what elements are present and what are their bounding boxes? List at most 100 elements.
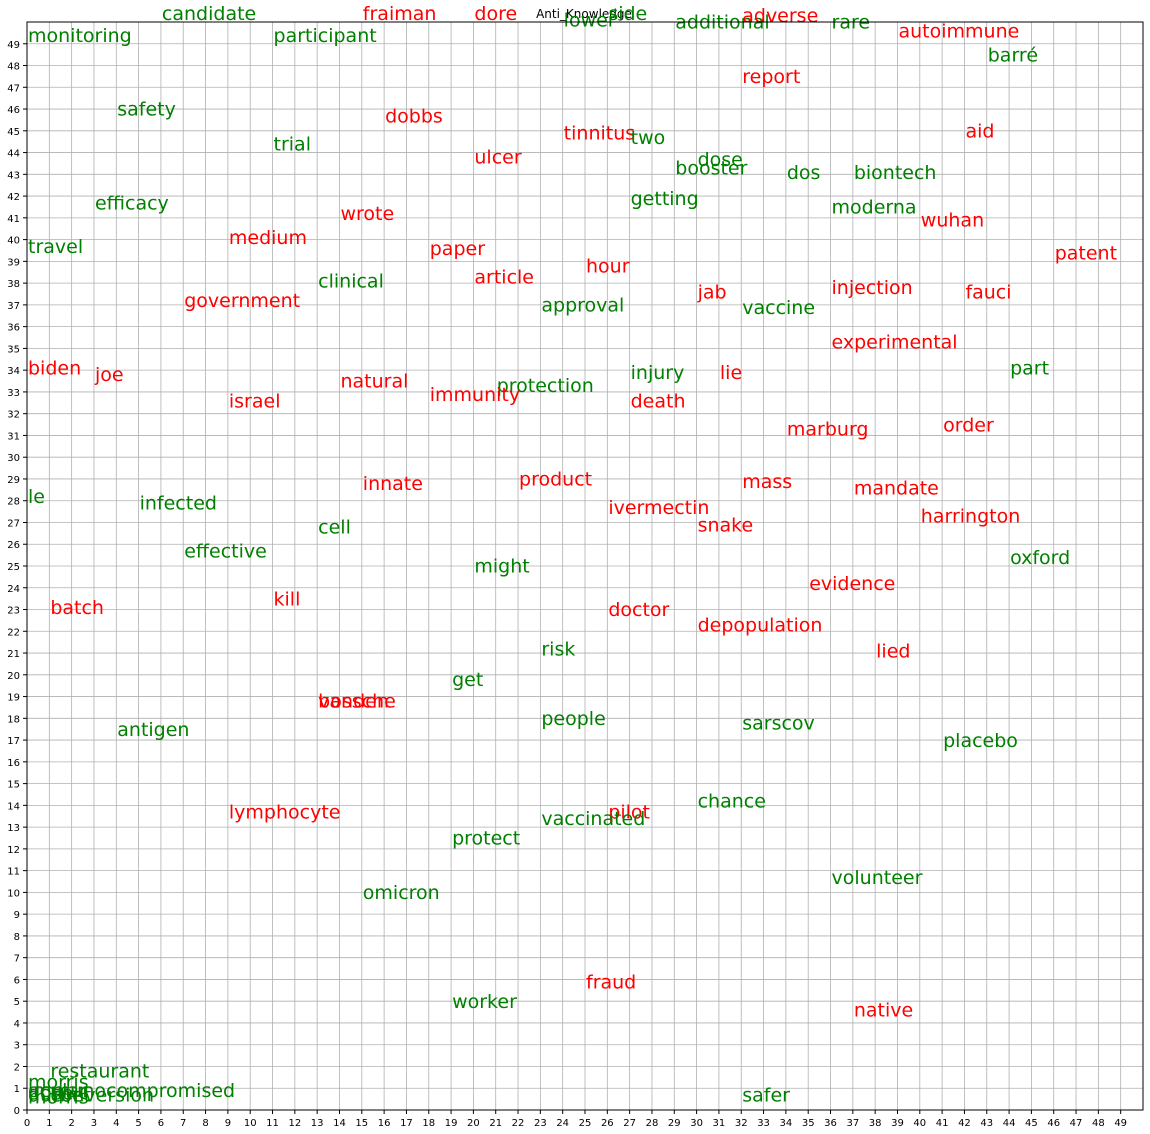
word-label: barré [988, 44, 1038, 66]
y-tick-label: 2 [14, 1062, 20, 1073]
word-label: vanden [318, 691, 389, 713]
y-tick-label: 5 [14, 997, 20, 1008]
x-tick-label: 17 [400, 1118, 413, 1129]
word-label: wrote [340, 203, 394, 225]
word-label: conversion [50, 1084, 154, 1106]
word-label: travel [28, 236, 83, 258]
word-label: adverse [742, 5, 818, 27]
x-tick-label: 6 [158, 1118, 164, 1129]
y-tick-label: 6 [14, 975, 20, 986]
y-tick-label: 11 [7, 867, 20, 878]
x-tick-label: 3 [91, 1118, 97, 1129]
y-tick-label: 41 [7, 214, 20, 225]
x-tick-label: 10 [244, 1118, 257, 1129]
x-tick-label: 22 [512, 1118, 525, 1129]
word-label: two [631, 127, 666, 149]
y-tick-label: 18 [7, 714, 20, 725]
word-label: dos [787, 162, 821, 184]
word-label: moderna [832, 197, 917, 219]
y-tick-label: 42 [7, 192, 20, 203]
word-label: protect [452, 828, 520, 850]
word-label: safety [117, 99, 176, 121]
x-tick-label: 25 [579, 1118, 592, 1129]
word-label: paper [430, 238, 485, 260]
x-tick-label: 39 [891, 1118, 904, 1129]
x-tick-label: 41 [936, 1118, 949, 1129]
x-tick-label: 34 [780, 1118, 793, 1129]
y-tick-label: 29 [7, 475, 20, 486]
word-label: clinical [318, 271, 384, 293]
x-tick-label: 30 [690, 1118, 703, 1129]
word-label: marburg [787, 419, 869, 441]
y-tick-label: 17 [7, 736, 20, 747]
y-tick-label: 35 [7, 344, 20, 355]
y-tick-label: 10 [7, 888, 20, 899]
y-tick-label: 3 [14, 1041, 20, 1052]
word-label: innate [363, 473, 423, 495]
y-tick-label: 0 [14, 1106, 20, 1117]
word-label: ocular [28, 1080, 87, 1102]
y-tick-label: 49 [7, 40, 20, 51]
word-label: fauci [965, 282, 1011, 304]
x-tick-label: 46 [1047, 1118, 1060, 1129]
word-label: people [541, 708, 605, 730]
x-tick-label: 29 [668, 1118, 681, 1129]
y-tick-label: 26 [7, 540, 20, 551]
word-label: injury [631, 362, 685, 384]
word-label: part [1010, 358, 1049, 380]
word-label: dose [28, 1082, 73, 1104]
x-tick-label: 28 [646, 1118, 659, 1129]
y-tick-label: 38 [7, 279, 20, 290]
word-label: participant [274, 25, 377, 47]
word-label: additional [675, 12, 769, 34]
word-label: fraud [586, 971, 636, 993]
y-tick-label: 4 [14, 1019, 20, 1030]
word-label: protection [497, 375, 594, 397]
word-label: immunity [430, 384, 520, 406]
y-tick-label: 19 [7, 693, 20, 704]
y-tick-label: 8 [14, 932, 20, 943]
word-label: experimental [832, 332, 958, 354]
x-tick-label: 32 [735, 1118, 748, 1129]
word-label: lied [876, 641, 910, 663]
y-tick-label: 30 [7, 453, 20, 464]
word-label: article [474, 266, 534, 288]
word-label: joe [94, 364, 124, 386]
word-label: autoimmune [898, 20, 1019, 42]
x-tick-label: 16 [378, 1118, 391, 1129]
word-label: snake [698, 514, 754, 536]
word-label: morris [28, 1087, 89, 1109]
word-label: injection [832, 277, 913, 299]
x-tick-label: 36 [824, 1118, 837, 1129]
word-label: death [631, 390, 686, 412]
word-label: lymphocyte [229, 802, 341, 824]
x-tick-label: 31 [713, 1118, 726, 1129]
x-tick-label: 11 [266, 1118, 279, 1129]
word-label: bossche [318, 691, 396, 713]
y-tick-label: 43 [7, 170, 20, 181]
word-label: batch [50, 597, 104, 619]
y-tick-label: 27 [7, 518, 20, 529]
word-label: jab [697, 282, 727, 304]
y-tick-label: 37 [7, 301, 20, 312]
x-tick-label: 13 [311, 1118, 324, 1129]
word-label: native [854, 1000, 913, 1022]
y-tick-label: 14 [7, 801, 20, 812]
word-label: harrington [921, 506, 1020, 528]
y-tick-label: 25 [7, 562, 20, 573]
plot-frame [26, 21, 1144, 1111]
word-label: trial [274, 134, 311, 156]
word-label: hour [586, 255, 630, 277]
grid-lines [26, 22, 1143, 1111]
word-label: dose [698, 149, 743, 171]
word-label: natural [340, 371, 408, 393]
word-label: vaccinated [541, 808, 645, 830]
word-label: antigen [117, 719, 189, 741]
word-label: lie [720, 362, 742, 384]
y-tick-label: 44 [7, 149, 20, 160]
word-label: omicron [363, 882, 440, 904]
word-label: oxford [1010, 547, 1070, 569]
x-tick-label: 9 [225, 1118, 231, 1129]
word-label: depopulation [698, 614, 823, 636]
word-label: getting [631, 188, 699, 210]
